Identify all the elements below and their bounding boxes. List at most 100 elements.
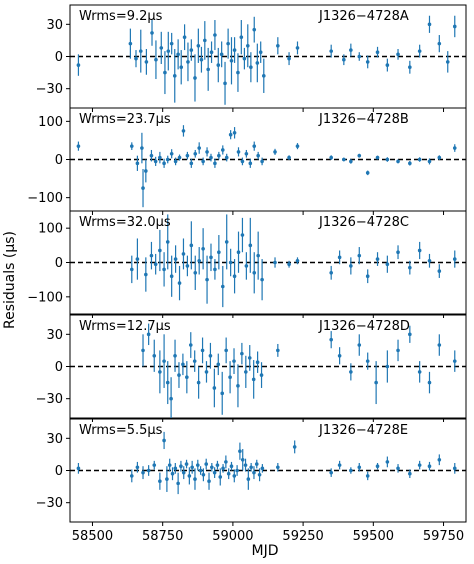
data-point xyxy=(135,257,140,261)
data-point xyxy=(218,475,223,479)
y-tick-label: 0 xyxy=(55,464,63,479)
data-point xyxy=(159,46,164,50)
data-point xyxy=(186,60,190,64)
data-point xyxy=(189,243,194,248)
data-point xyxy=(209,50,214,55)
data-point xyxy=(146,332,151,337)
data-point xyxy=(256,153,260,158)
data-point xyxy=(236,150,241,154)
data-point xyxy=(172,74,177,78)
data-point xyxy=(427,380,432,385)
data-point xyxy=(243,463,248,467)
wrms-label: Wrms=9.2μs xyxy=(79,9,163,24)
data-point xyxy=(223,81,227,86)
y-tick-label: −100 xyxy=(27,191,63,206)
data-point xyxy=(239,35,244,39)
data-point xyxy=(244,370,248,374)
data-point xyxy=(212,470,217,475)
data-point xyxy=(357,465,362,470)
data-point xyxy=(193,271,198,275)
data-point xyxy=(76,144,81,148)
data-point xyxy=(257,472,262,477)
data-point xyxy=(146,468,151,473)
data-point xyxy=(232,130,237,135)
data-point xyxy=(199,57,204,62)
data-point xyxy=(437,41,442,46)
data-point xyxy=(216,362,221,367)
data-point xyxy=(417,370,422,374)
data-point xyxy=(385,364,390,369)
data-point xyxy=(209,255,213,260)
data-point xyxy=(337,463,342,467)
data-point xyxy=(349,48,353,52)
data-point xyxy=(437,457,442,462)
data-point xyxy=(396,250,400,254)
data-point xyxy=(201,159,205,164)
data-point xyxy=(365,474,370,478)
data-point xyxy=(252,144,257,148)
data-point xyxy=(165,240,170,244)
data-point xyxy=(176,52,180,57)
data-point xyxy=(349,264,353,268)
data-point xyxy=(185,264,190,268)
data-point xyxy=(216,63,221,67)
data-point xyxy=(349,468,353,473)
data-point xyxy=(261,74,266,78)
data-point xyxy=(193,477,197,481)
data-point xyxy=(342,157,346,162)
data-point xyxy=(260,277,264,282)
data-point xyxy=(452,257,457,261)
y-tick-label: −30 xyxy=(36,496,63,511)
data-point xyxy=(292,445,297,449)
data-point xyxy=(165,380,170,385)
data-point xyxy=(173,257,178,261)
data-point xyxy=(255,360,260,365)
data-point xyxy=(242,56,247,61)
data-point xyxy=(220,284,225,289)
y-tick-label: 0 xyxy=(55,360,63,375)
data-point xyxy=(224,155,229,160)
data-point xyxy=(375,257,380,261)
data-point xyxy=(357,153,362,158)
pulsar-label: J1326−4728B xyxy=(318,112,409,127)
data-point xyxy=(208,353,213,358)
data-point xyxy=(259,373,264,377)
data-point xyxy=(365,60,370,64)
wrms-label: Wrms=12.7μs xyxy=(79,319,171,334)
x-tick-label: 59500 xyxy=(353,529,394,544)
data-point xyxy=(260,159,264,164)
data-point xyxy=(408,332,412,337)
data-point xyxy=(213,267,217,272)
data-point xyxy=(232,274,237,279)
data-point xyxy=(232,474,237,478)
data-point xyxy=(228,260,233,265)
data-point xyxy=(260,466,265,471)
data-point xyxy=(206,67,210,72)
data-point xyxy=(329,271,333,275)
y-tick-label: −30 xyxy=(36,392,63,407)
data-point xyxy=(437,343,442,347)
data-point xyxy=(162,267,166,272)
data-point xyxy=(185,375,189,380)
data-point xyxy=(173,466,178,471)
data-point xyxy=(162,161,166,166)
data-point xyxy=(165,157,170,162)
data-point xyxy=(452,466,457,471)
wrms-label: Wrms=5.5μs xyxy=(79,423,163,438)
data-point xyxy=(169,274,174,279)
data-point xyxy=(357,253,362,258)
data-point xyxy=(273,150,277,154)
data-point xyxy=(365,274,370,279)
data-point xyxy=(408,161,412,166)
data-point xyxy=(219,52,224,57)
data-point xyxy=(228,132,233,137)
pulsar-label: J1326−4728A xyxy=(318,9,409,24)
data-point xyxy=(417,49,422,53)
data-point xyxy=(427,22,432,27)
data-point xyxy=(385,262,390,267)
data-point xyxy=(204,370,209,374)
data-point xyxy=(210,465,214,470)
data-point xyxy=(173,353,177,358)
data-point xyxy=(152,463,157,467)
x-tick-label: 58750 xyxy=(142,529,183,544)
